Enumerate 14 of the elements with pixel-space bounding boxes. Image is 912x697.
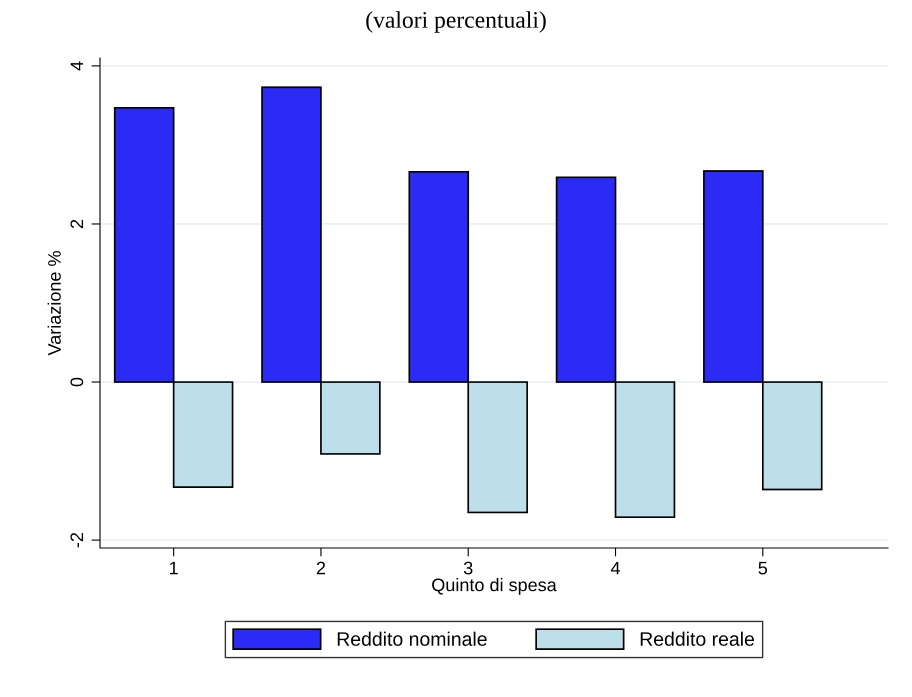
- y-tick-label: 4: [70, 61, 84, 71]
- x-tick-label: 4: [610, 562, 620, 574]
- legend-label: Reddito reale: [640, 632, 754, 646]
- y-tick-label: -2: [70, 532, 84, 548]
- y-axis-title: Variazione %: [48, 251, 61, 356]
- x-tick-label: 2: [316, 562, 326, 574]
- y-tick-label: 2: [70, 220, 84, 228]
- y-tick-label: 0: [70, 378, 84, 386]
- legend-label: Reddito nominale: [338, 632, 487, 646]
- x-axis-title: Quinto di spesa: [432, 578, 557, 595]
- x-tick-label: 1: [170, 562, 178, 574]
- chart-title: (valori percentuali): [366, 11, 546, 33]
- x-tick-label: 5: [758, 562, 768, 574]
- x-tick-label: 3: [464, 562, 472, 574]
